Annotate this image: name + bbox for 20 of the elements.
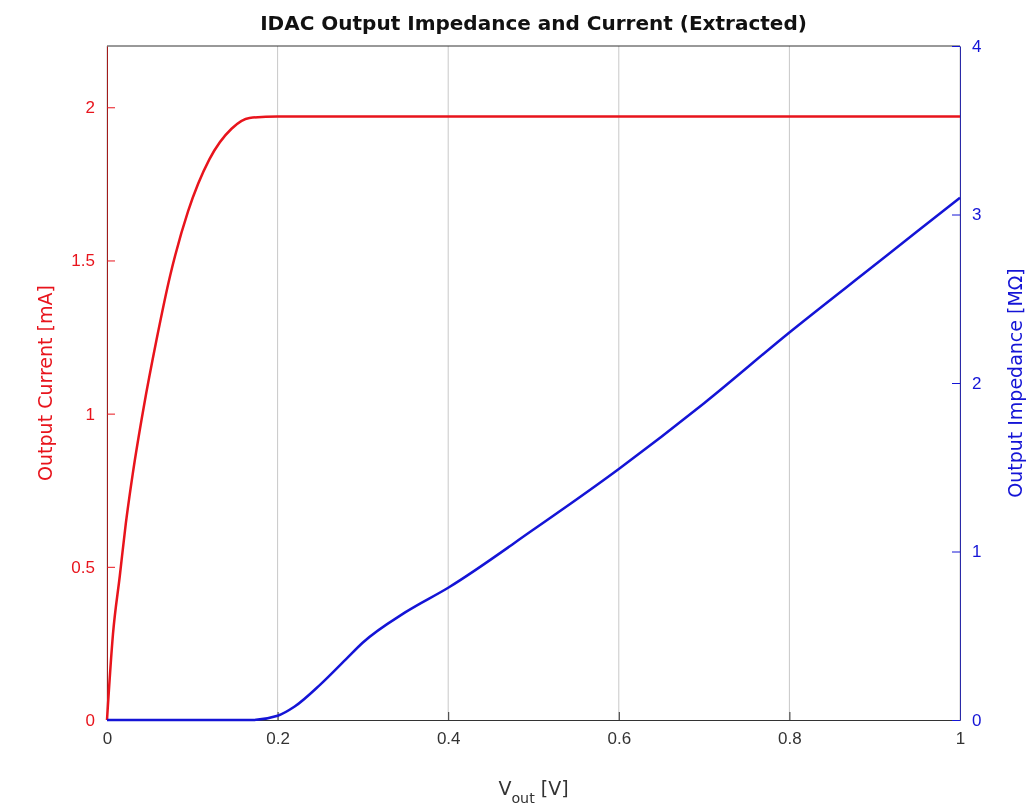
x-tick-label: 0.2 [266, 729, 290, 749]
y2-tick-label: 4 [972, 36, 982, 56]
chart-title: IDAC Output Impedance and Current (Extracted) [260, 11, 807, 35]
x-tick-label: 0.4 [436, 729, 461, 749]
y-tick-label: 1.5 [71, 251, 95, 271]
x-tick-label: 0 [102, 729, 113, 749]
y2-tick-label: 2 [972, 373, 982, 393]
y2-tick-label: 3 [972, 205, 982, 225]
y-axis-title: Output Current [mA] [34, 285, 56, 481]
y2-axis-title: Output Impedance [MΩ] [1004, 268, 1026, 498]
y2-tick-label: 1 [972, 542, 982, 562]
y-tick-label: 1 [85, 404, 95, 424]
y-tick-label: 2 [85, 98, 95, 118]
x-tick-label: 1 [955, 729, 966, 749]
y2-tick-label: 0 [972, 710, 982, 730]
x-tick-label: 0.8 [778, 729, 802, 749]
y-tick-label: 0 [85, 710, 95, 730]
x-axis-title: V$_{out}$ [V] [498, 777, 569, 806]
y-tick-label: 0.5 [71, 557, 95, 577]
x-tick-label: 0.6 [607, 729, 632, 749]
